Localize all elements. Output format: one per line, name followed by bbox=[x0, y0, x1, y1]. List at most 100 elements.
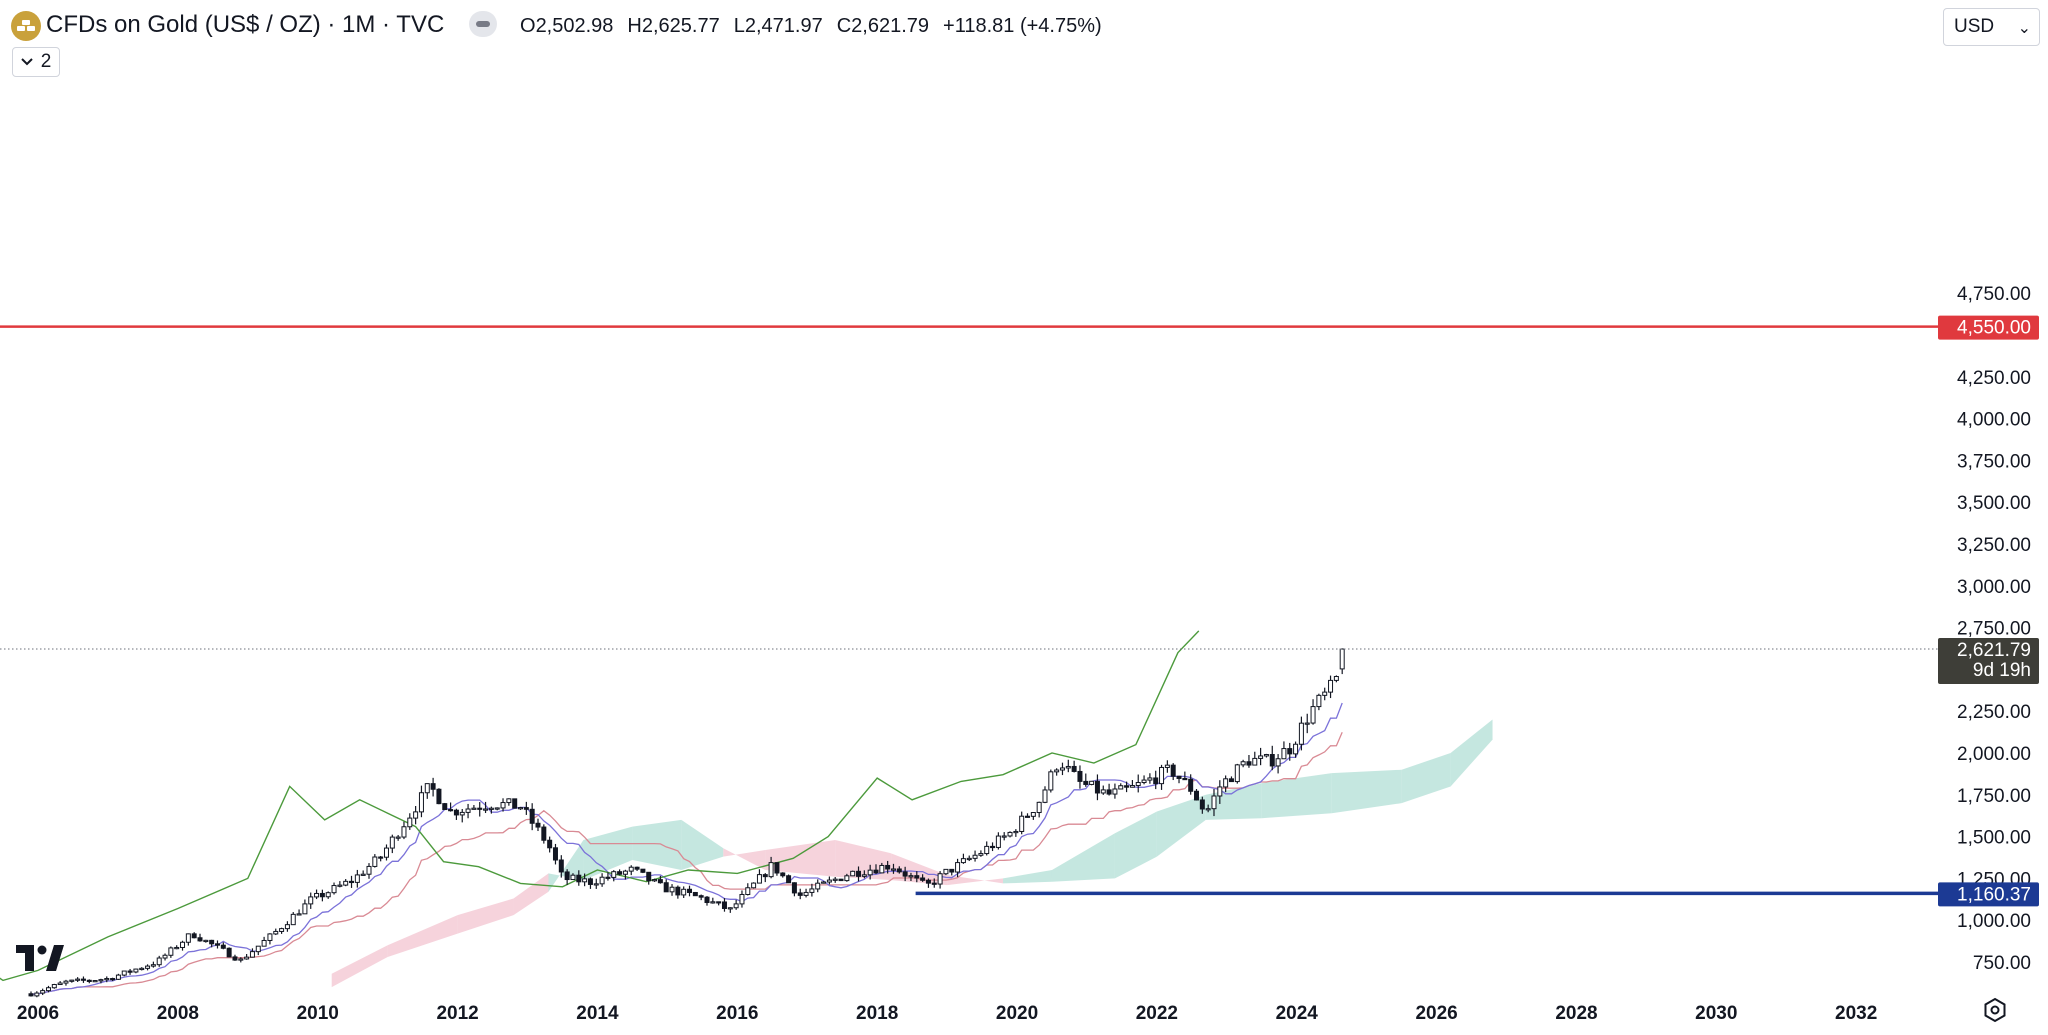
candle bbox=[226, 947, 232, 958]
candle bbox=[745, 883, 751, 896]
gold-bars-icon[interactable] bbox=[11, 11, 41, 41]
candle bbox=[1077, 765, 1083, 789]
candle bbox=[1234, 763, 1240, 784]
candle bbox=[803, 888, 809, 898]
candle-body bbox=[716, 901, 722, 904]
candle-body bbox=[943, 868, 949, 875]
candle bbox=[127, 968, 133, 975]
candle bbox=[762, 873, 768, 883]
candle bbox=[296, 909, 302, 916]
candle bbox=[1298, 716, 1304, 751]
candle-body bbox=[960, 858, 966, 864]
candle-body bbox=[821, 881, 827, 884]
candle bbox=[1223, 775, 1229, 793]
candle bbox=[879, 862, 885, 874]
chevron-down-icon: ⌄ bbox=[2017, 20, 2031, 37]
candle bbox=[69, 979, 75, 983]
indicators-collapse-button[interactable]: 2 bbox=[12, 47, 60, 77]
candle bbox=[1013, 829, 1019, 837]
candle bbox=[366, 863, 372, 879]
ichimoku-cloud-bullish bbox=[1156, 794, 1206, 857]
candle bbox=[1089, 780, 1095, 786]
candle-body bbox=[797, 892, 803, 896]
candle bbox=[349, 875, 355, 888]
candle-body bbox=[762, 874, 768, 878]
support-price-tag-background bbox=[1938, 882, 2039, 907]
candle bbox=[372, 854, 378, 868]
candle-body bbox=[587, 878, 593, 885]
currency-select[interactable]: USD ⌄ bbox=[1943, 8, 2040, 46]
resistance-price-tag[interactable]: 4,550.00 bbox=[1938, 315, 2039, 340]
support-price-tag[interactable]: 1,160.37 bbox=[1938, 882, 2039, 907]
candle-body bbox=[80, 978, 86, 981]
candle-body bbox=[63, 980, 69, 984]
ichimoku-cloud-bearish bbox=[723, 848, 766, 871]
candle-body bbox=[1100, 789, 1106, 794]
candle-body bbox=[727, 907, 733, 910]
candle bbox=[978, 850, 984, 857]
chart-settings-icon[interactable] bbox=[1982, 997, 2008, 1028]
candle-body bbox=[209, 939, 215, 945]
candle bbox=[150, 961, 156, 968]
candle-body bbox=[45, 987, 51, 992]
candle-body bbox=[646, 871, 652, 882]
candle bbox=[314, 889, 320, 900]
candle bbox=[570, 873, 576, 881]
candle bbox=[156, 955, 162, 967]
candle bbox=[506, 798, 512, 806]
candle bbox=[488, 806, 494, 814]
candle bbox=[582, 873, 588, 887]
candle-body bbox=[1310, 706, 1316, 724]
candle-body bbox=[978, 853, 984, 856]
candle bbox=[273, 928, 279, 936]
candle bbox=[1059, 762, 1065, 776]
candle-body bbox=[197, 937, 203, 942]
candle-body bbox=[1269, 754, 1275, 767]
candle-body bbox=[314, 892, 320, 898]
candle bbox=[663, 879, 669, 893]
candle bbox=[28, 991, 34, 997]
candle-body bbox=[1240, 761, 1246, 766]
market-status-icon[interactable] bbox=[469, 11, 497, 37]
chart-header: CFDs on Gold (US$ / OZ) · 1M · TVC O2,50… bbox=[0, 0, 1930, 50]
candle bbox=[1263, 753, 1269, 758]
x-axis-tick-label: 2018 bbox=[856, 1003, 898, 1024]
ichimoku-cloud-bullish bbox=[1051, 833, 1115, 882]
candle-body bbox=[127, 970, 133, 973]
candle bbox=[139, 967, 145, 971]
ichimoku-cloud-bullish bbox=[1331, 769, 1402, 814]
candle bbox=[401, 821, 407, 840]
candle-body bbox=[430, 783, 436, 790]
candle-body bbox=[232, 956, 238, 961]
candle bbox=[937, 871, 943, 889]
candle-body bbox=[710, 901, 716, 904]
candle bbox=[1339, 648, 1345, 675]
candle-body bbox=[599, 876, 605, 885]
x-axis-tick-label: 2014 bbox=[576, 1003, 619, 1024]
candle bbox=[1269, 745, 1275, 771]
candle bbox=[1042, 786, 1048, 804]
candle-body bbox=[477, 807, 483, 810]
candle bbox=[1328, 675, 1334, 699]
symbol-title[interactable]: CFDs on Gold (US$ / OZ) · 1M · TVC bbox=[46, 11, 445, 38]
candle bbox=[1316, 693, 1322, 711]
candle bbox=[255, 945, 261, 956]
candle-body bbox=[1217, 786, 1223, 797]
candle-body bbox=[751, 882, 757, 889]
candle-body bbox=[145, 965, 151, 969]
tradingview-logo[interactable] bbox=[16, 945, 64, 976]
ohlc-close: C2,621.79 bbox=[836, 15, 930, 37]
candle bbox=[698, 894, 704, 901]
candle-body bbox=[98, 979, 104, 982]
candle bbox=[1025, 813, 1031, 818]
candle-body bbox=[133, 968, 139, 973]
candle-body bbox=[395, 836, 401, 839]
candle bbox=[739, 890, 745, 908]
candle bbox=[1246, 755, 1252, 768]
ichimoku-base-line bbox=[30, 731, 1343, 995]
candle bbox=[249, 948, 255, 958]
candle-body bbox=[838, 878, 844, 882]
candle-body bbox=[972, 854, 978, 859]
